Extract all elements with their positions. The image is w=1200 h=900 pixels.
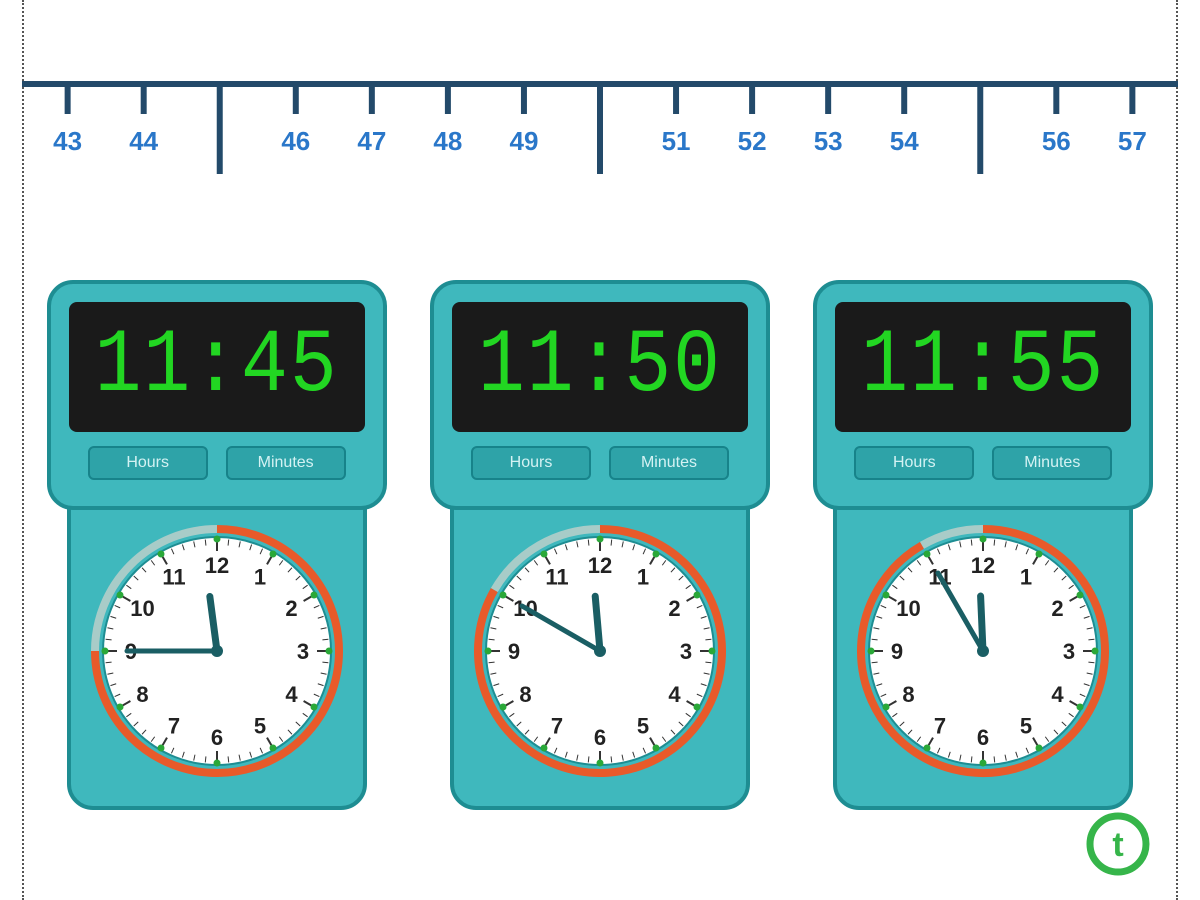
svg-text:4: 4 (285, 682, 298, 707)
digital-buttons: Hours Minutes (452, 446, 748, 480)
svg-text:5: 5 (254, 713, 266, 738)
hours-button[interactable]: Hours (88, 446, 208, 480)
digital-clock: 11:45 Hours Minutes (47, 280, 387, 510)
svg-text:6: 6 (977, 725, 989, 750)
analog-face: 123456789101112 (82, 516, 352, 786)
svg-text:11: 11 (545, 565, 568, 590)
svg-text:6: 6 (594, 725, 606, 750)
svg-text:9: 9 (891, 639, 903, 664)
svg-text:57: 57 (1118, 126, 1147, 156)
svg-text:10: 10 (130, 596, 154, 621)
svg-text:54: 54 (890, 126, 919, 156)
analog-face: 123456789101112 (848, 516, 1118, 786)
brand-logo: t (1086, 812, 1150, 876)
analog-clock: 123456789101112 (833, 480, 1133, 810)
svg-text:6: 6 (211, 725, 223, 750)
svg-text:8: 8 (519, 682, 531, 707)
svg-text:8: 8 (903, 682, 915, 707)
hours-button[interactable]: Hours (471, 446, 591, 480)
svg-text:9: 9 (508, 639, 520, 664)
clocks-row: 11:45HoursMinutes12345678910111211:50Hou… (30, 280, 1170, 860)
svg-text:7: 7 (551, 713, 563, 738)
minutes-button[interactable]: Minutes (992, 446, 1112, 480)
clock-unit: 11:45HoursMinutes123456789101112 (47, 280, 387, 860)
svg-text:47: 47 (357, 126, 386, 156)
svg-text:43: 43 (53, 126, 82, 156)
svg-text:7: 7 (168, 713, 180, 738)
svg-text:56: 56 (1042, 126, 1071, 156)
digital-time: 11:45 (95, 316, 339, 417)
hours-button[interactable]: Hours (854, 446, 974, 480)
svg-text:12: 12 (971, 553, 995, 578)
clock-unit: 11:55HoursMinutes123456789101112 (813, 280, 1153, 860)
analog-clock: 123456789101112 (67, 480, 367, 810)
digital-buttons: Hours Minutes (69, 446, 365, 480)
svg-text:44: 44 (129, 126, 158, 156)
svg-text:51: 51 (662, 126, 691, 156)
svg-text:11: 11 (162, 565, 185, 590)
digital-time: 11:55 (861, 316, 1105, 417)
ruler-svg: 43 44 46 47 48 49 51 52 53 54 56 57 (22, 80, 1178, 240)
svg-text:2: 2 (285, 596, 297, 621)
svg-text:1: 1 (1020, 565, 1032, 590)
svg-text:10: 10 (897, 596, 921, 621)
svg-text:4: 4 (1052, 682, 1065, 707)
minutes-button[interactable]: Minutes (609, 446, 729, 480)
svg-text:52: 52 (738, 126, 767, 156)
svg-text:t: t (1112, 826, 1123, 864)
digital-time: 11:50 (478, 316, 722, 417)
minutes-button[interactable]: Minutes (226, 446, 346, 480)
svg-text:12: 12 (588, 553, 612, 578)
digital-clock: 11:55 Hours Minutes (813, 280, 1153, 510)
analog-face: 123456789101112 (465, 516, 735, 786)
svg-text:1: 1 (637, 565, 649, 590)
lcd-display: 11:45 (69, 302, 365, 432)
digital-buttons: Hours Minutes (835, 446, 1131, 480)
svg-text:3: 3 (680, 639, 692, 664)
clock-unit: 11:50HoursMinutes123456789101112 (430, 280, 770, 860)
svg-text:7: 7 (934, 713, 946, 738)
digital-clock: 11:50 Hours Minutes (430, 280, 770, 510)
svg-text:2: 2 (1052, 596, 1064, 621)
svg-text:1: 1 (254, 565, 266, 590)
logo-icon: t (1086, 812, 1150, 876)
svg-text:12: 12 (204, 553, 228, 578)
svg-text:49: 49 (509, 126, 538, 156)
svg-text:3: 3 (297, 639, 309, 664)
lcd-display: 11:55 (835, 302, 1131, 432)
svg-text:53: 53 (814, 126, 843, 156)
svg-text:5: 5 (1020, 713, 1032, 738)
lcd-display: 11:50 (452, 302, 748, 432)
svg-text:5: 5 (637, 713, 649, 738)
svg-text:48: 48 (433, 126, 462, 156)
analog-clock: 123456789101112 (450, 480, 750, 810)
number-line-ruler: 43 44 46 47 48 49 51 52 53 54 56 57 (22, 80, 1178, 240)
svg-text:3: 3 (1063, 639, 1075, 664)
svg-text:8: 8 (136, 682, 148, 707)
svg-text:4: 4 (668, 682, 681, 707)
svg-text:2: 2 (668, 596, 680, 621)
svg-text:46: 46 (281, 126, 310, 156)
